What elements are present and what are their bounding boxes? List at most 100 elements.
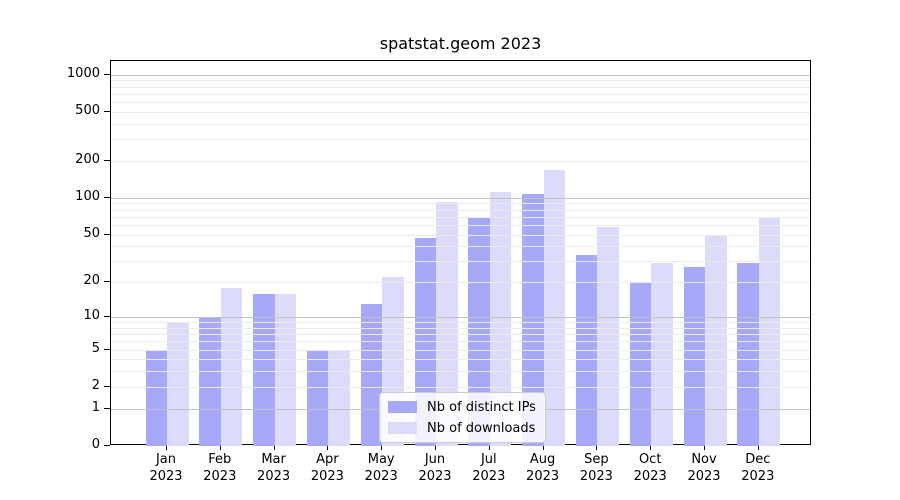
x-tick-label-line: 2023	[526, 469, 560, 484]
bar-distinct-ips	[575, 254, 598, 446]
x-tick-label: Jan 2023	[126, 451, 206, 485]
x-tick-label-line: 2023	[310, 469, 344, 484]
legend-swatch-distinct-ips	[388, 401, 417, 413]
plot-area: Nb of distinct IPs Nb of downloads	[110, 60, 811, 446]
x-tick-label-line: Nov	[691, 452, 717, 467]
x-tick-label-line: Feb	[208, 452, 232, 467]
bar-distinct-ips	[360, 304, 383, 446]
x-tick-label-line: 2023	[579, 469, 613, 484]
bar-downloads	[597, 226, 619, 446]
bar-distinct-ips	[629, 282, 652, 446]
bar-downloads	[328, 349, 350, 446]
x-tick-mark	[381, 445, 383, 450]
x-tick-label-line: Oct	[638, 452, 662, 467]
y-tick-mark	[104, 110, 110, 112]
y-tick-mark	[104, 196, 110, 198]
x-tick-label-line: Jul	[480, 452, 497, 467]
x-tick-label-line: 2023	[633, 469, 667, 484]
y-tick-mark	[104, 73, 110, 75]
x-tick-label: Feb 2023	[180, 451, 260, 485]
x-tick-label-line: 2023	[472, 469, 506, 484]
x-tick-label: Oct 2023	[610, 451, 690, 485]
y-tick-mark	[104, 445, 110, 446]
x-tick-label-line: Aug	[529, 452, 556, 467]
bar-downloads	[543, 169, 566, 446]
bar-distinct-ips	[522, 194, 544, 446]
x-tick-mark	[327, 445, 329, 450]
y-tick-label: 50	[83, 225, 100, 241]
x-tick-label-line: May	[367, 452, 395, 467]
bar-distinct-ips	[683, 266, 705, 446]
x-tick-label: Mar 2023	[234, 451, 314, 485]
y-tick-label: 10	[83, 308, 100, 324]
bar-downloads	[167, 322, 189, 446]
x-tick-label: Nov 2023	[664, 451, 744, 485]
y-tick-mark	[104, 316, 110, 318]
x-tick-mark	[757, 445, 759, 450]
x-tick-label-line: 2023	[257, 469, 291, 484]
bar-distinct-ips	[145, 349, 167, 446]
y-tick-label: 200	[75, 151, 100, 167]
bar-downloads	[489, 192, 512, 446]
y-tick-mark	[104, 348, 110, 350]
x-tick-label: Sep 2023	[556, 451, 636, 485]
bar-downloads	[758, 218, 781, 446]
y-tick-label: 1	[91, 399, 100, 415]
legend-label-distinct-ips: Nb of distinct IPs	[427, 399, 536, 415]
bar-downloads	[220, 287, 243, 446]
bar-downloads	[436, 201, 458, 446]
x-tick-label: May 2023	[341, 451, 421, 485]
y-tick-label: 500	[75, 102, 100, 118]
x-tick-label-line: Jun	[424, 452, 446, 467]
x-tick-mark	[596, 445, 598, 450]
y-tick-label: 2	[91, 377, 100, 393]
x-tick-label-line: Dec	[745, 452, 771, 467]
x-tick-mark	[219, 445, 221, 450]
x-tick-mark	[650, 445, 652, 450]
y-tick-label: 20	[83, 273, 100, 289]
y-tick-mark	[104, 407, 110, 409]
y-tick-mark	[104, 233, 110, 235]
y-tick-label: 5	[91, 340, 100, 356]
bar-distinct-ips	[468, 216, 490, 446]
chart-title: spatstat.geom 2023	[379, 34, 542, 53]
bars-layer	[111, 61, 810, 446]
y-tick-label: 0	[91, 437, 100, 452]
y-tick-label: 1000	[66, 65, 100, 81]
x-tick-mark	[435, 445, 436, 450]
bar-distinct-ips	[253, 293, 275, 446]
y-tick-mark	[104, 281, 110, 283]
legend-swatch-downloads	[388, 422, 417, 434]
x-tick-label-line: 2023	[741, 469, 775, 484]
x-tick-label-line: 2023	[364, 469, 398, 484]
x-tick-label-line: 2023	[149, 469, 183, 484]
x-tick-mark	[704, 445, 705, 450]
legend: Nb of distinct IPs Nb of downloads	[379, 392, 546, 443]
y-tick-mark	[104, 159, 110, 161]
x-tick-label: Jun 2023	[395, 451, 475, 485]
y-tick-mark	[104, 385, 110, 387]
legend-item-distinct-ips: Nb of distinct IPs	[388, 398, 536, 416]
bar-distinct-ips	[737, 263, 759, 446]
x-tick-label-line: 2023	[687, 469, 721, 484]
x-tick-label-line: 2023	[203, 469, 237, 484]
x-tick-label: Jul 2023	[449, 451, 529, 485]
legend-label-downloads: Nb of downloads	[427, 420, 536, 436]
y-tick-label: 100	[75, 188, 100, 204]
x-tick-label: Aug 2023	[503, 451, 583, 485]
x-tick-label-line: Mar	[261, 452, 286, 467]
x-tick-mark	[488, 445, 490, 450]
x-tick-label-line: Sep	[584, 452, 609, 467]
bar-downloads	[651, 263, 673, 446]
x-tick-label-line: Jan	[155, 452, 177, 467]
x-tick-mark	[542, 445, 544, 450]
bar-distinct-ips	[199, 317, 221, 446]
x-tick-label: Dec 2023	[718, 451, 798, 485]
bar-downloads	[274, 293, 297, 446]
legend-item-downloads: Nb of downloads	[388, 419, 536, 437]
x-tick-mark	[166, 445, 167, 450]
x-tick-mark	[273, 445, 275, 450]
x-tick-label: Apr 2023	[287, 451, 367, 485]
bar-distinct-ips	[306, 349, 329, 446]
